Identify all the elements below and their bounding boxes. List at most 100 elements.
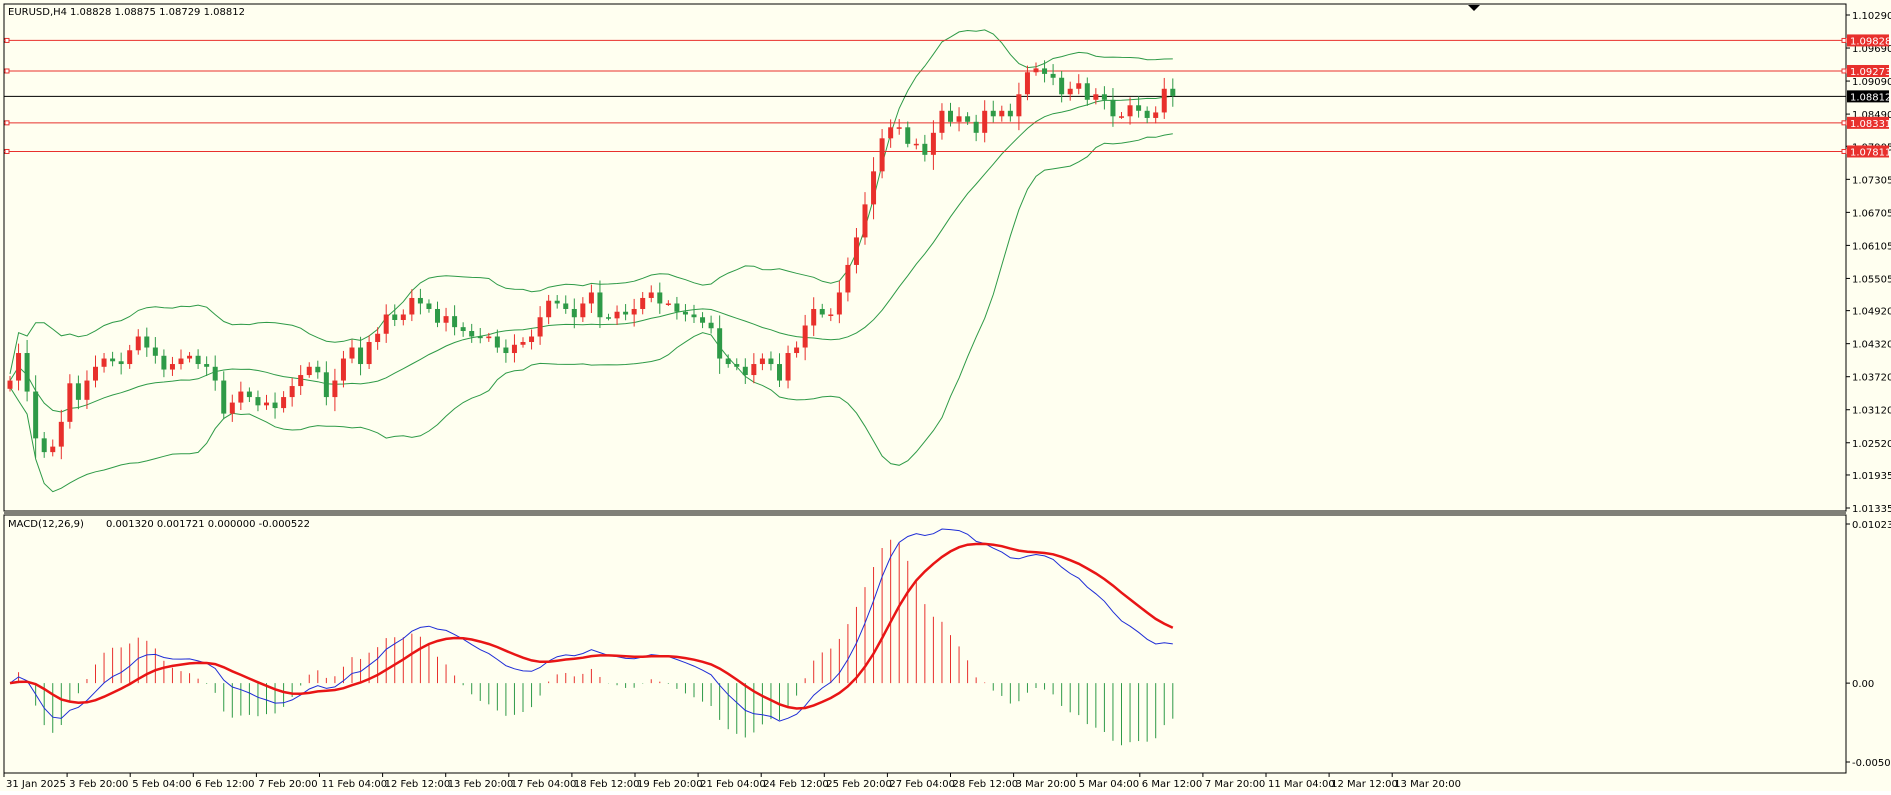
- candle-body: [1161, 88, 1167, 113]
- candle-body: [965, 116, 971, 122]
- candle-body: [281, 397, 287, 409]
- y-tick-label: 1.09090: [1852, 77, 1891, 88]
- candle-body: [640, 297, 646, 309]
- candlestick-series: [7, 60, 1176, 460]
- candle-body: [1110, 99, 1116, 117]
- candle-body: [1144, 110, 1150, 118]
- candle-body: [469, 331, 475, 337]
- level-anchor-handle: [4, 148, 10, 154]
- candle-body: [751, 364, 757, 376]
- candle-body: [178, 358, 184, 365]
- candle-body: [563, 303, 569, 309]
- candle-body: [777, 364, 782, 381]
- time-tick-label: 11 Mar 04:00: [1268, 779, 1335, 790]
- y-tick-label: 1.04920: [1852, 307, 1891, 318]
- candle-body: [1059, 77, 1065, 95]
- candle-body: [75, 383, 81, 400]
- candle-body: [819, 308, 825, 315]
- candle-body: [315, 366, 321, 373]
- candle-body: [1067, 88, 1073, 95]
- candle-body: [1153, 112, 1159, 118]
- candle-body: [375, 333, 381, 343]
- candle-body: [349, 347, 355, 359]
- candle-body: [383, 314, 389, 334]
- candle-body: [879, 138, 885, 172]
- candle-body: [298, 375, 304, 387]
- candle-body: [956, 116, 962, 122]
- time-tick-label: 25 Feb 20:00: [826, 779, 892, 790]
- candle-body: [1024, 72, 1030, 95]
- y-tick-label: 1.09690: [1852, 44, 1891, 55]
- time-tick-label: 31 Jan 2025: [6, 779, 66, 790]
- level-anchor-handle: [1841, 37, 1847, 43]
- candle-body: [221, 380, 227, 414]
- candle-body: [144, 336, 150, 348]
- candle-body: [853, 237, 859, 265]
- candle-body: [7, 380, 13, 389]
- y-tick-label: 1.05505: [1852, 274, 1891, 285]
- time-tick-label: 24 Feb 12:00: [763, 779, 829, 790]
- candle-body: [700, 317, 706, 323]
- candle-body: [169, 364, 175, 370]
- candle-body: [272, 402, 278, 409]
- candle-body: [409, 297, 415, 315]
- candle-body: [862, 204, 868, 238]
- candle-body: [443, 316, 449, 323]
- candle-body: [948, 110, 953, 122]
- candle-body: [811, 308, 817, 326]
- candle-body: [41, 438, 47, 453]
- candle-body: [1050, 73, 1056, 78]
- candle-body: [571, 308, 577, 318]
- macd-tick-label: -0.005074: [1852, 758, 1891, 769]
- bollinger-bands: [9, 29, 1173, 493]
- candle-body: [623, 311, 629, 315]
- time-tick-label: 6 Feb 12:00: [195, 779, 254, 790]
- candle-body: [1033, 68, 1039, 73]
- y-tick-label: 1.06705: [1852, 208, 1891, 219]
- y-tick-label: 1.01935: [1852, 471, 1891, 482]
- level-price-tag-text: 1.08331: [1850, 119, 1891, 130]
- bollinger-middle-band: [9, 95, 1173, 413]
- bollinger-lower-band: [9, 133, 1173, 493]
- candle-body: [460, 327, 466, 332]
- level-anchor-handle: [1841, 148, 1847, 154]
- candle-body: [759, 358, 765, 365]
- candle-body: [366, 342, 372, 365]
- candle-body: [127, 350, 133, 365]
- candle-body: [1136, 105, 1142, 111]
- level-price-tag: [1847, 64, 1889, 77]
- candle-body: [358, 347, 364, 365]
- macd-header-values: 0.001320 0.001721 0.000000 -0.000522: [106, 519, 310, 530]
- time-tick-label: 7 Feb 20:00: [258, 779, 317, 790]
- candle-body: [734, 364, 740, 367]
- price-tags: 1.09828 1.09273 1.08331 1.07811 1.08812: [1847, 34, 1891, 158]
- candle-body: [1127, 105, 1133, 117]
- candle-body: [520, 342, 526, 345]
- macd-histogram: [18, 539, 1174, 746]
- candle-body: [845, 264, 851, 293]
- level-price-tag-text: 1.09828: [1850, 36, 1891, 47]
- candle-body: [546, 300, 552, 318]
- candle-body: [580, 303, 586, 318]
- candle-body: [67, 383, 73, 422]
- chart-shift-marker-icon[interactable]: [1468, 5, 1480, 11]
- candle-body: [494, 336, 500, 348]
- candle-body: [802, 325, 808, 348]
- candle-body: [161, 355, 167, 370]
- candle-body: [50, 446, 56, 453]
- time-tick-label: 12 Feb 12:00: [385, 779, 451, 790]
- candle-body: [896, 127, 902, 129]
- candle-body: [16, 353, 22, 381]
- candle-body: [717, 328, 723, 359]
- time-axis: 31 Jan 2025 3 Feb 20:00 5 Feb 04:00 6 Feb 1…: [3, 773, 1461, 790]
- candle-body: [905, 127, 911, 144]
- candle-body: [913, 143, 919, 146]
- candle-body: [973, 121, 979, 133]
- candle-body: [742, 366, 748, 376]
- y-tick-label: 1.10290: [1852, 11, 1891, 22]
- macd-tick-label: 0.00: [1852, 679, 1874, 690]
- candle-body: [939, 110, 945, 133]
- candle-body: [332, 380, 338, 398]
- y-tick-label: 1.01335: [1852, 504, 1891, 515]
